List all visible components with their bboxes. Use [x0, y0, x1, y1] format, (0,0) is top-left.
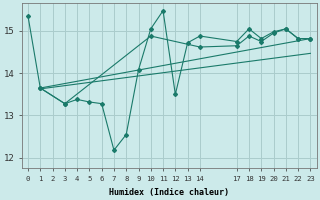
- X-axis label: Humidex (Indice chaleur): Humidex (Indice chaleur): [109, 188, 229, 197]
